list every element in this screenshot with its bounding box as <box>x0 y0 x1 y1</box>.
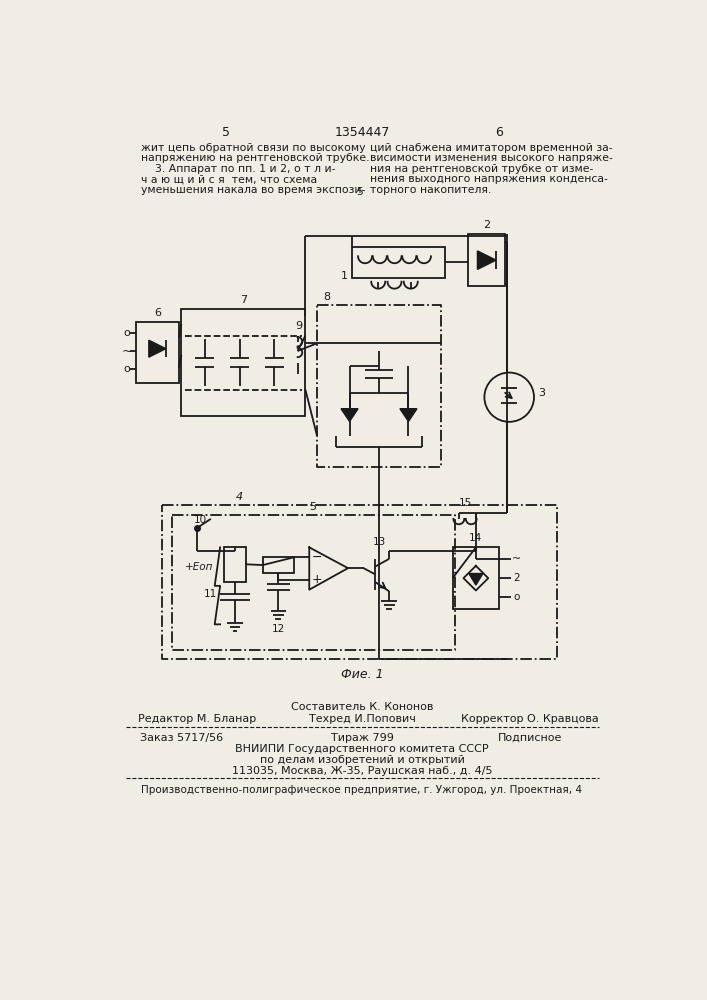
Text: Заказ 5717/56: Заказ 5717/56 <box>140 733 223 743</box>
Text: 3: 3 <box>538 388 545 398</box>
Bar <box>224 547 246 582</box>
Text: o: o <box>124 364 131 374</box>
Text: 5: 5 <box>356 187 363 197</box>
Text: нения выходного напряжения конденса-: нения выходного напряжения конденса- <box>370 174 607 184</box>
Text: ния на рентгеновской трубке от изме-: ния на рентгеновской трубке от изме- <box>370 164 593 174</box>
Text: 14: 14 <box>469 533 482 543</box>
Bar <box>182 309 305 416</box>
Bar <box>468 234 506 286</box>
Text: Техред И.Попович: Техред И.Попович <box>308 714 416 724</box>
Text: 15: 15 <box>458 498 472 508</box>
Text: 6: 6 <box>495 126 503 139</box>
Text: Редактор М. Бланар: Редактор М. Бланар <box>138 714 256 724</box>
Bar <box>452 547 499 609</box>
Bar <box>136 322 179 383</box>
Text: +Еоп: +Еоп <box>185 562 214 572</box>
Text: ~: ~ <box>512 554 521 564</box>
Text: по делам изобретений и открытий: по делам изобретений и открытий <box>259 755 464 765</box>
Text: напряжению на рентгеновской трубке.: напряжению на рентгеновской трубке. <box>141 153 370 163</box>
Text: Производственно-полиграфическое предприятие, г. Ужгород, ул. Проектная, 4: Производственно-полиграфическое предприя… <box>141 785 583 795</box>
Text: ций снабжена имитатором временной за-: ций снабжена имитатором временной за- <box>370 143 612 153</box>
Text: +: + <box>312 573 322 586</box>
Text: торного накопителя.: торного накопителя. <box>370 185 491 195</box>
Text: висимости изменения высокого напряже-: висимости изменения высокого напряже- <box>370 153 612 163</box>
Text: 5: 5 <box>310 502 317 512</box>
Text: 13: 13 <box>373 537 385 547</box>
Text: 11: 11 <box>204 589 216 599</box>
Text: Составитель К. Кононов: Составитель К. Кононов <box>291 702 433 712</box>
Polygon shape <box>477 251 496 269</box>
Text: o: o <box>124 328 131 338</box>
Text: Фие. 1: Фие. 1 <box>341 668 383 681</box>
Text: 3. Аппарат по пп. 1 и 2, о т л и-: 3. Аппарат по пп. 1 и 2, о т л и- <box>141 164 336 174</box>
Text: 2: 2 <box>483 220 490 230</box>
Text: −: − <box>312 551 322 564</box>
Polygon shape <box>341 409 358 421</box>
Text: o: o <box>513 592 520 602</box>
Text: 1: 1 <box>341 271 348 281</box>
Text: 5: 5 <box>221 126 230 139</box>
Text: Корректор О. Кравцова: Корректор О. Кравцова <box>461 714 599 724</box>
Text: 8: 8 <box>323 292 330 302</box>
Text: 7: 7 <box>240 295 247 305</box>
Text: 1354447: 1354447 <box>334 126 390 139</box>
Text: Тираж 799: Тираж 799 <box>330 733 393 743</box>
Text: ВНИИПИ Государственного комитета СССР: ВНИИПИ Государственного комитета СССР <box>235 744 489 754</box>
Text: 12: 12 <box>271 624 285 634</box>
Bar <box>263 557 293 573</box>
Text: уменьшения накала во время экспози-: уменьшения накала во время экспози- <box>141 185 366 195</box>
Text: 9: 9 <box>296 321 303 331</box>
Text: 113035, Москва, Ж-35, Раушская наб., д. 4/5: 113035, Москва, Ж-35, Раушская наб., д. … <box>232 766 492 776</box>
Polygon shape <box>469 574 483 585</box>
Text: 10: 10 <box>194 515 207 525</box>
Text: 4: 4 <box>236 492 243 502</box>
Polygon shape <box>400 409 417 421</box>
Polygon shape <box>149 340 166 357</box>
Text: ч а ю щ и й с я  тем, что схема: ч а ю щ и й с я тем, что схема <box>141 174 317 184</box>
Text: ~: ~ <box>122 344 132 358</box>
Text: 6: 6 <box>154 308 161 318</box>
Text: 2: 2 <box>513 573 520 583</box>
Bar <box>352 247 445 278</box>
Text: жит цепь обратной связи по высокому: жит цепь обратной связи по высокому <box>141 143 366 153</box>
Text: Подписное: Подписное <box>498 733 562 743</box>
